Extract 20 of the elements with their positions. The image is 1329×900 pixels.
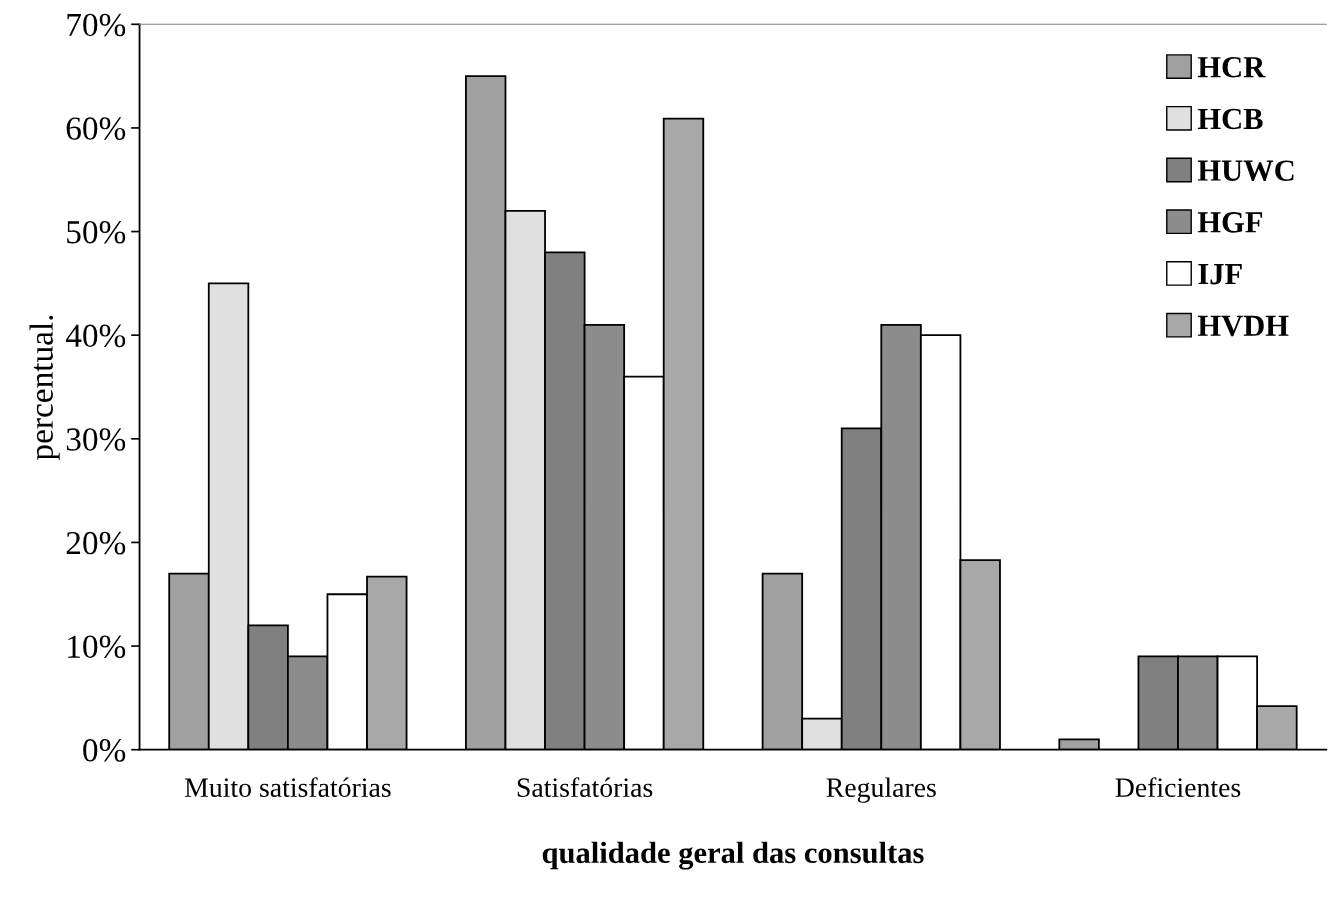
y-axis-title: percentual. [29,315,60,461]
y-tick-label: 30% [66,428,126,451]
x-tick-label: Regulares [826,777,936,803]
y-tick-label: 10% [68,635,126,659]
y-tick-label: 40% [65,324,126,348]
y-tick-label: 20% [66,531,126,555]
legend-label: HUWC [1197,160,1294,182]
y-tick-label: 60% [66,117,126,140]
y-tick-label: 50% [67,220,126,244]
x-tick-label: Muito satisfatórias [184,777,391,798]
x-axis-title: qualidade geral das consultas [542,841,924,870]
x-tick-label: Satisfatórias [517,777,653,798]
legend-label: HGF [1197,212,1263,233]
y-tick-label: 70% [67,13,126,37]
legend-label: HCR [1197,56,1266,78]
y-tick-label: 0% [83,739,126,762]
legend-label: HVDH [1197,315,1289,337]
x-tick-label: Deficientes [1115,777,1241,798]
legend-label: IJF [1198,264,1242,285]
legend-label: HCB [1197,108,1263,130]
